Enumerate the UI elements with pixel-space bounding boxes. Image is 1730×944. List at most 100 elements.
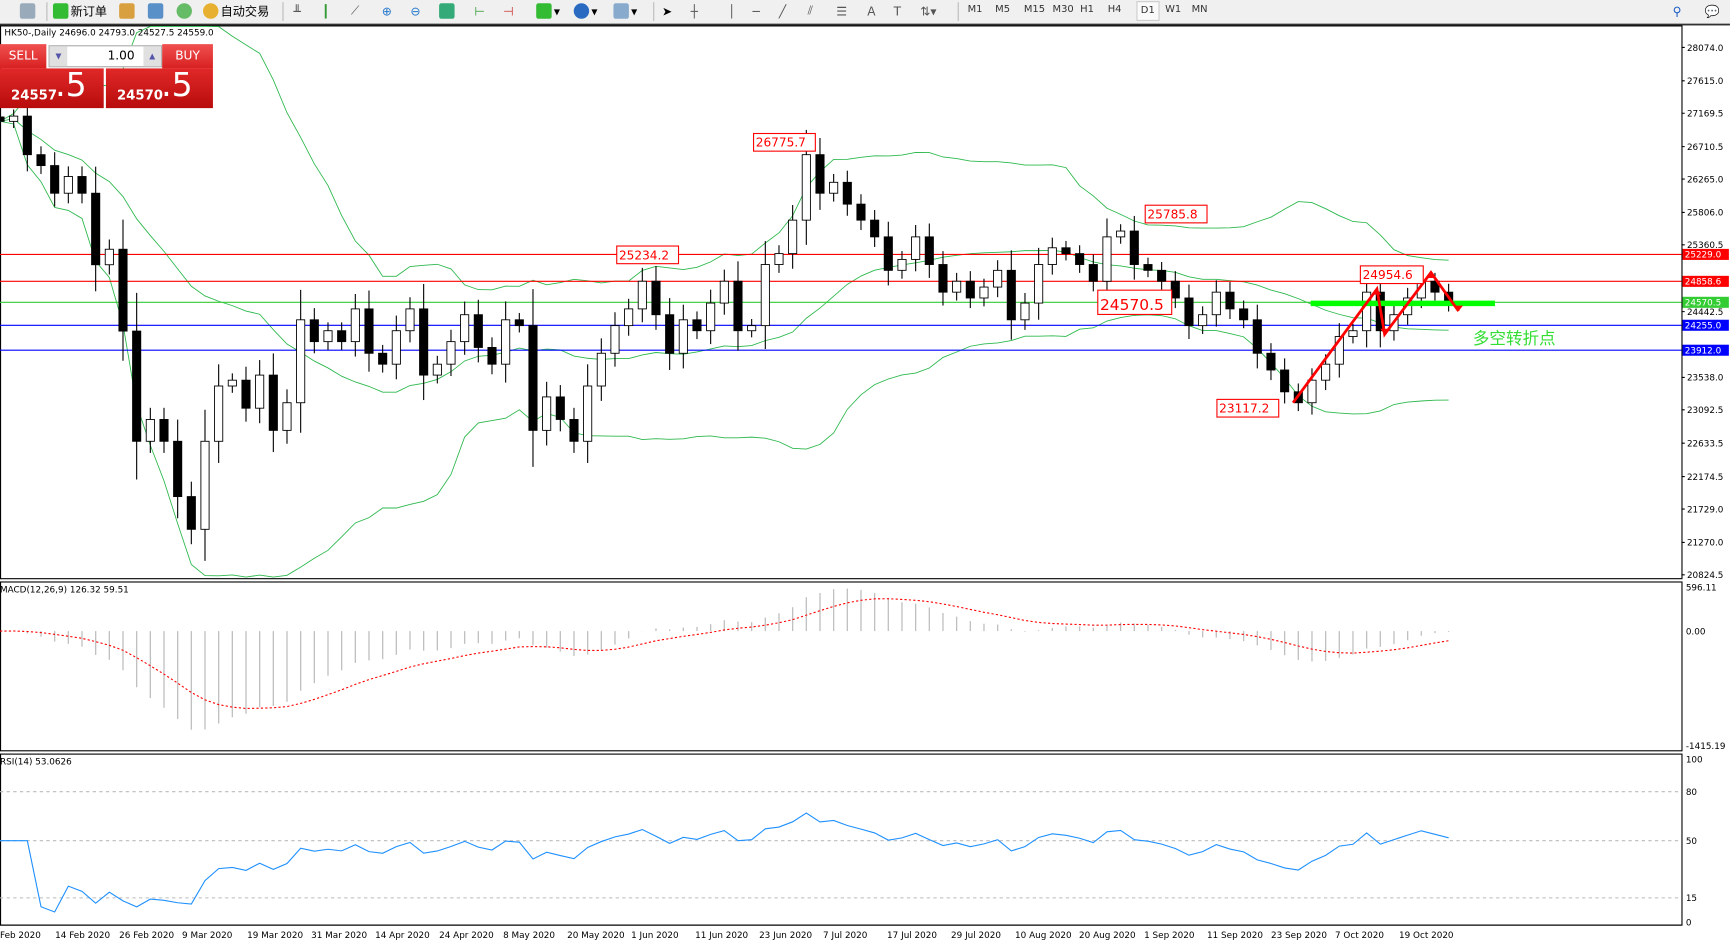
timeframe-mn[interactable]: MN <box>1191 4 1208 16</box>
line-chart-button[interactable]: ⟋ <box>351 2 359 20</box>
candle-body <box>268 374 278 431</box>
candle <box>829 173 839 202</box>
rsi-axis-label: 100 <box>1686 755 1703 765</box>
arrow-head <box>1380 328 1390 335</box>
vertical-line-button[interactable]: │ <box>728 2 735 20</box>
candle-body <box>0 116 5 122</box>
metaeditor-button[interactable] <box>119 2 137 20</box>
candle <box>542 381 552 446</box>
candle-body <box>309 319 319 343</box>
candle-chart-button[interactable]: ┃ <box>322 2 329 20</box>
autoscroll-button[interactable]: ⊣ <box>503 2 514 20</box>
candle-body <box>610 325 620 354</box>
text-label-button[interactable]: T <box>894 2 901 20</box>
search-button[interactable]: ⚲ <box>1673 2 1682 20</box>
candle-body <box>63 176 73 194</box>
timeframe-m30[interactable]: M30 <box>1052 4 1074 16</box>
buy-button[interactable]: BUY <box>162 44 213 69</box>
timeframe-m15[interactable]: M15 <box>1023 4 1046 16</box>
candle-body <box>528 325 538 431</box>
timeframe-m5[interactable]: M5 <box>995 4 1011 16</box>
timeframe-w1[interactable]: W1 <box>1165 4 1182 16</box>
candle-body <box>719 280 729 304</box>
crosshair-button[interactable]: ┼ <box>691 2 698 20</box>
arrows-button[interactable]: ⇅▾ <box>920 2 936 20</box>
level-tag <box>1682 296 1729 308</box>
new-order-button[interactable]: 新订单 <box>52 2 107 20</box>
candle-body <box>1129 230 1139 265</box>
timeframe-d1[interactable]: D1 <box>1136 1 1160 21</box>
fibonacci-button[interactable]: ☰ <box>836 2 847 20</box>
chat-button[interactable]: 💬 <box>1705 2 1720 20</box>
candle-body <box>282 402 292 431</box>
lot-increase-button[interactable]: ▲ <box>143 46 162 67</box>
arrow-head <box>1372 289 1382 295</box>
candle-body <box>446 341 456 365</box>
candle <box>1348 323 1358 344</box>
candle <box>268 353 278 453</box>
magnifier-icon <box>19 3 36 19</box>
candle <box>487 337 497 375</box>
candle-body <box>255 374 265 409</box>
candle <box>446 329 456 377</box>
lot-decrease-button[interactable]: ▼ <box>49 46 68 67</box>
chart-shift-button[interactable]: ⊢ <box>474 2 485 20</box>
candle-body <box>911 236 921 260</box>
buy-price-box[interactable]: 24570.5 <box>105 66 213 109</box>
zoom-in-button[interactable]: ⊕ <box>382 2 392 20</box>
macd-axis-label: -1415.19 <box>1686 742 1726 752</box>
candle <box>91 166 101 292</box>
auto-trading-button[interactable]: 自动交易 <box>203 2 269 20</box>
timeframe-h4[interactable]: H4 <box>1107 4 1122 16</box>
candle-body <box>227 379 237 387</box>
candle-body <box>774 253 784 265</box>
candle-body <box>432 363 442 376</box>
price-annotation-box <box>616 245 680 265</box>
clock-icon <box>573 3 590 19</box>
text-button[interactable]: A <box>867 2 875 20</box>
sell-button[interactable]: SELL <box>0 44 47 69</box>
indicators-button[interactable]: ▾ <box>536 2 560 20</box>
candle-body <box>296 319 306 404</box>
candle-body <box>350 308 360 343</box>
timeframe-h1[interactable]: H1 <box>1080 4 1094 16</box>
candle-body <box>1280 369 1290 393</box>
zoom-chart-button[interactable] <box>19 2 38 20</box>
candle-body <box>1348 330 1358 337</box>
timeframe-m1[interactable]: M1 <box>967 4 983 16</box>
periods-button[interactable]: ▾ <box>573 2 597 20</box>
toolbar-separator <box>46 2 48 21</box>
date-label: 29 Jul 2020 <box>951 930 1002 941</box>
candle <box>1006 250 1016 340</box>
bar-chart-button[interactable]: ╨ <box>293 2 300 20</box>
sell-price-box[interactable]: 24557.5 <box>0 66 104 109</box>
tile-icon <box>439 3 455 19</box>
lot-size-input[interactable]: ▼ 1.00 ▲ <box>48 45 163 68</box>
candle <box>979 278 989 307</box>
candle <box>596 338 606 401</box>
zoom-out-button[interactable]: ⊖ <box>410 2 420 20</box>
candle <box>391 315 401 380</box>
candle <box>323 322 333 350</box>
cursor-button[interactable]: ➤ <box>662 2 672 20</box>
price-axis-label: 22174.5 <box>1687 473 1723 483</box>
date-label: 19 Mar 2020 <box>247 930 304 941</box>
level-tag-label: 24858.6 <box>1685 278 1722 288</box>
channel-button[interactable]: ⫽ <box>808 2 813 20</box>
trendline-button[interactable]: ╱ <box>779 2 786 20</box>
candle-body <box>1266 352 1276 371</box>
price-axis-label: 21729.0 <box>1687 505 1724 515</box>
date-label: 14 Feb 2020 <box>55 930 111 941</box>
templates-button[interactable]: ▾ <box>613 2 637 20</box>
level-tag-label: 24570.5 <box>1685 299 1721 309</box>
horizontal-line-button[interactable]: ─ <box>752 2 759 20</box>
terminal-button[interactable] <box>147 2 166 20</box>
candle-body <box>993 269 1003 288</box>
tile-windows-button[interactable] <box>439 2 457 20</box>
signals-button[interactable] <box>176 2 195 20</box>
candle <box>1198 306 1208 334</box>
candle-body <box>36 154 46 167</box>
candle <box>132 292 142 480</box>
price-annotation: 24570.5 <box>1100 296 1164 314</box>
